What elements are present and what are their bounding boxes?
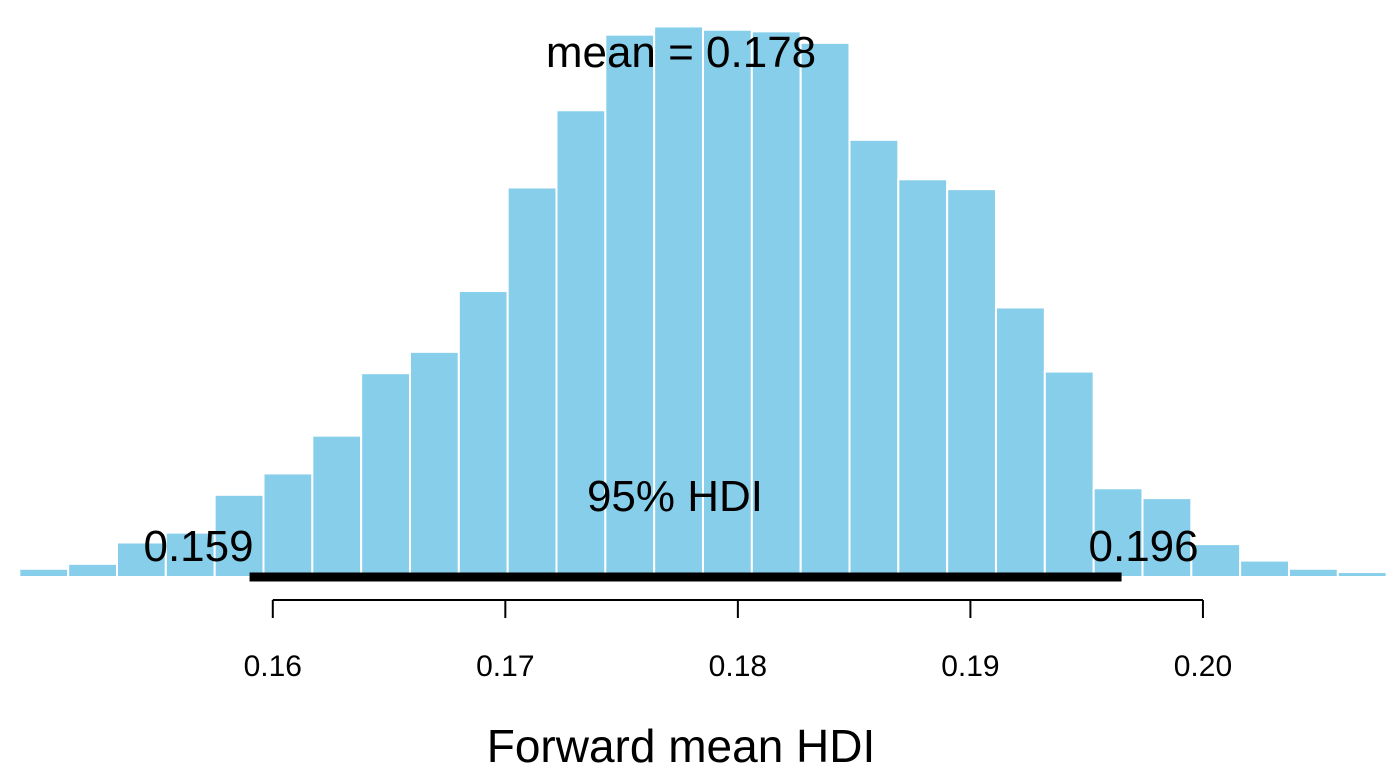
histogram-bar bbox=[799, 41, 851, 578]
histogram-bar bbox=[946, 188, 997, 578]
histogram-bar bbox=[115, 541, 167, 578]
histogram-bar bbox=[262, 472, 314, 579]
histogram-bar bbox=[18, 567, 70, 578]
x-tick-label: 0.18 bbox=[709, 650, 767, 683]
histogram-bar bbox=[653, 25, 704, 579]
hdi-annotation: 95% HDI bbox=[587, 472, 763, 521]
histogram-bar bbox=[311, 434, 363, 578]
mean-annotation: mean = 0.178 bbox=[546, 28, 816, 77]
histogram-bar bbox=[457, 290, 509, 578]
histogram-bar bbox=[994, 306, 1046, 578]
histogram-bar bbox=[1190, 543, 1242, 578]
histogram-bar bbox=[1336, 571, 1388, 579]
histogram-bar bbox=[506, 186, 558, 578]
histogram-bar bbox=[1239, 559, 1290, 579]
x-tick-label: 0.17 bbox=[476, 650, 534, 683]
histogram-bar bbox=[750, 30, 802, 578]
histogram-bar bbox=[213, 493, 265, 578]
x-tick-label: 0.19 bbox=[941, 650, 999, 683]
x-axis-title: Forward mean HDI bbox=[487, 720, 876, 772]
histogram-bar bbox=[1287, 567, 1339, 578]
x-tick-label: 0.20 bbox=[1174, 650, 1232, 683]
histogram-bars bbox=[18, 25, 1388, 579]
x-tick-label: 0.16 bbox=[244, 650, 302, 683]
histogram-bar bbox=[67, 562, 118, 578]
histogram-bar bbox=[848, 138, 900, 578]
hdi-lower-annotation: 0.159 bbox=[143, 522, 253, 571]
histogram-bar bbox=[408, 350, 460, 578]
histogram-bar bbox=[897, 178, 949, 578]
histogram-bar bbox=[360, 372, 411, 579]
hdi-upper-annotation: 0.196 bbox=[1089, 522, 1199, 571]
histogram-bar bbox=[1141, 497, 1193, 578]
histogram-bar bbox=[555, 109, 607, 579]
x-axis: 0.16 0.17 0.18 0.19 0.20 bbox=[244, 599, 1232, 683]
histogram-bar bbox=[1043, 370, 1095, 578]
